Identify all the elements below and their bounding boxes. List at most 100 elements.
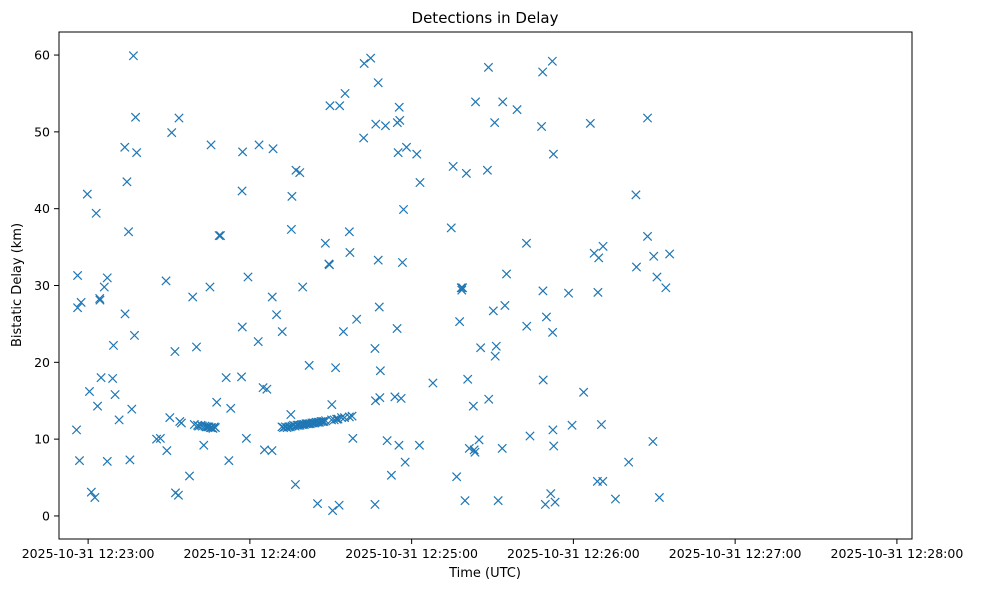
y-axis-ticks: 0 10 20 30 40 50 60 (34, 48, 59, 523)
data-point (91, 208, 101, 218)
data-point (469, 445, 479, 455)
data-point (259, 445, 270, 455)
data-point (415, 177, 425, 188)
data-point (328, 505, 338, 516)
data-point (212, 397, 222, 407)
data-point (221, 373, 231, 383)
data-point (237, 322, 247, 332)
data-point (286, 224, 297, 235)
data-point (254, 140, 264, 150)
data-point (102, 456, 112, 467)
data-point (330, 363, 341, 373)
data-point (370, 343, 380, 354)
data-point (92, 401, 103, 411)
data-point (538, 67, 548, 77)
data-point (344, 227, 354, 237)
data-point (394, 102, 404, 112)
data-point (412, 149, 422, 159)
data-point (298, 282, 308, 292)
data-point (96, 373, 106, 383)
data-point (71, 425, 82, 435)
data-point (484, 394, 494, 404)
data-point (348, 433, 358, 443)
data-point (547, 56, 557, 66)
data-point (474, 435, 484, 445)
data-point (206, 140, 216, 150)
data-point (237, 147, 248, 157)
data-point (320, 238, 330, 248)
data-point (170, 346, 180, 357)
data-point (476, 343, 486, 353)
data-point (336, 413, 347, 423)
data-point (236, 372, 247, 382)
x-tick-label: 2025-10-31 12:27:00 (669, 546, 802, 561)
data-point (176, 418, 187, 428)
data-point (498, 97, 508, 107)
data-point (393, 147, 403, 158)
data-point (312, 499, 323, 509)
data-point (390, 392, 400, 402)
data-point (114, 415, 124, 425)
data-point (456, 283, 466, 293)
data-point (108, 373, 118, 384)
data-point (110, 389, 120, 400)
data-point (538, 286, 548, 296)
data-point (359, 58, 369, 69)
data-point (631, 262, 642, 272)
data-point (521, 238, 532, 248)
x-tick-label: 2025-10-31 12:28:00 (831, 546, 964, 561)
data-point (648, 436, 658, 447)
x-axis-ticks: 2025-10-31 12:23:00 2025-10-31 12:24:00 20… (22, 539, 964, 561)
data-point (428, 378, 438, 388)
data-point (162, 446, 172, 456)
data-point (541, 312, 552, 322)
data-point (463, 374, 473, 384)
data-point (394, 440, 404, 450)
data-point (344, 412, 354, 422)
data-point (665, 249, 675, 259)
data-point (371, 119, 381, 129)
data-point (165, 413, 175, 423)
data-point (334, 500, 344, 510)
data-point (468, 401, 478, 411)
data-point (199, 440, 209, 450)
data-point (598, 241, 608, 251)
data-point (482, 165, 493, 175)
data-point (448, 161, 458, 172)
data-point (224, 456, 234, 466)
data-point (205, 282, 215, 292)
y-tick-label: 10 (34, 432, 50, 447)
data-point (461, 168, 471, 178)
data-point (548, 425, 558, 435)
data-point (610, 494, 621, 504)
data-point (95, 295, 105, 305)
y-tick-label: 40 (34, 201, 50, 216)
data-point (72, 270, 83, 281)
data-point (652, 272, 662, 282)
data-point (267, 292, 277, 302)
data-point (84, 386, 95, 397)
data-point (267, 446, 277, 456)
data-point (457, 283, 468, 293)
data-point (277, 326, 287, 337)
data-point (335, 101, 345, 111)
data-point (522, 321, 532, 331)
data-point (132, 147, 142, 158)
data-point (352, 314, 362, 324)
data-point (512, 104, 522, 115)
data-point (497, 443, 507, 453)
data-point (452, 472, 462, 482)
data-point (454, 316, 465, 327)
data-point (99, 282, 109, 292)
data-point (226, 403, 236, 414)
data-point (370, 396, 381, 406)
data-point (102, 273, 112, 283)
data-point (325, 101, 335, 111)
data-point (488, 306, 498, 316)
data-point (327, 399, 337, 410)
data-point (382, 436, 392, 446)
data-point (397, 257, 408, 268)
data-point (490, 118, 500, 128)
data-point (167, 128, 177, 138)
